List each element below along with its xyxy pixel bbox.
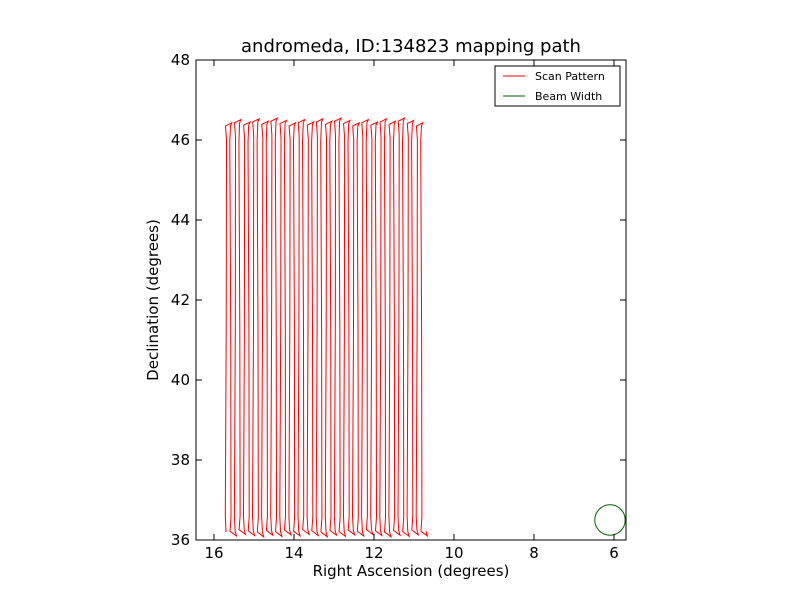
- y-tick-label: 40: [171, 371, 190, 389]
- chart-title: andromeda, ID:134823 mapping path: [241, 36, 581, 57]
- y-tick-label: 48: [171, 51, 190, 69]
- y-tick-label: 44: [171, 211, 190, 229]
- x-tick-label: 16: [204, 544, 223, 562]
- x-tick-label: 6: [609, 544, 619, 562]
- x-tick-label: 8: [529, 544, 539, 562]
- x-tick-label: 12: [364, 544, 383, 562]
- y-tick-label: 38: [171, 451, 190, 469]
- y-tick-label: 42: [171, 291, 190, 309]
- legend-box: [494, 65, 621, 107]
- x-axis-label: Right Ascension (degrees): [313, 562, 510, 580]
- series-layer: [224, 116, 626, 539]
- y-tick-label: 36: [171, 531, 190, 549]
- y-tick-label: 46: [171, 131, 190, 149]
- beam-width-circle: [594, 504, 626, 536]
- legend-label-scan-pattern: Scan Pattern: [535, 70, 605, 83]
- x-tick-label: 14: [284, 544, 303, 562]
- x-tick-label: 10: [444, 544, 463, 562]
- scan-pattern-line: [224, 116, 429, 539]
- ticks-layer: 16 14 12 10 8 6 36 38 40 42 44 46 48: [171, 51, 626, 562]
- legend-label-beam-width: Beam Width: [535, 90, 602, 103]
- y-axis-label: Declination (degrees): [144, 219, 162, 381]
- plot-area: [196, 60, 626, 540]
- legend: Scan Pattern Beam Width: [494, 65, 621, 107]
- plot-frame: [195, 59, 627, 541]
